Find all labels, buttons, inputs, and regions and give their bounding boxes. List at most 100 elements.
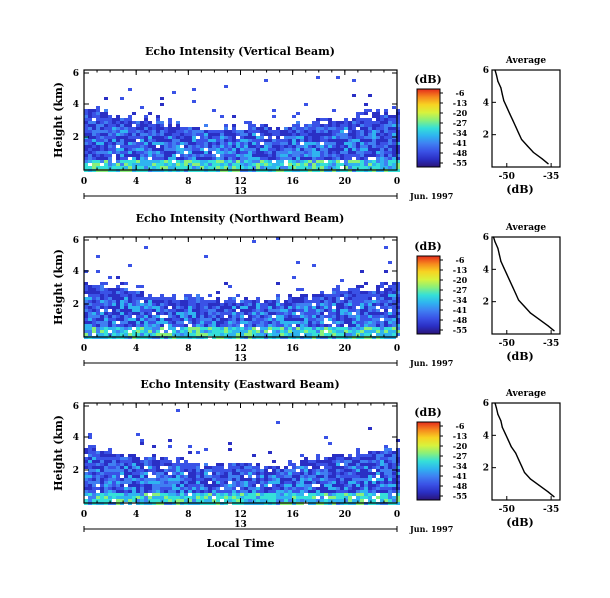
heatmap-cell [92,466,96,469]
profile-point [512,286,514,288]
heatmap-cell [320,481,324,484]
heatmap-cell [168,327,172,330]
heatmap-cell [88,294,92,297]
heatmap-cell [228,312,232,315]
heatmap-cell [180,312,184,315]
heatmap-cell [188,487,192,490]
heatmap-cell [88,291,92,294]
heatmap-cell [184,481,188,484]
heatmap-cell [244,466,248,469]
heatmap-cell [376,472,380,475]
heatmap-cell [304,136,308,139]
heatmap-cell [132,478,136,481]
profile-frame [491,69,561,168]
heatmap-cell [388,133,392,136]
heatmap-cell [356,490,360,493]
heatmap-cell [136,148,140,151]
heatmap-cell [388,448,392,451]
heatmap-cell [224,321,228,324]
heatmap-cell [220,478,224,481]
heatmap-cell [392,475,396,478]
heatmap-cell [212,490,216,493]
heatmap-cell [344,294,348,297]
heatmap-cell [312,309,316,312]
heatmap-cell [196,487,200,490]
heatmap-cell [240,478,244,481]
heatmap-cell [176,163,180,166]
heatmap-cell [352,118,356,121]
heatmap-cell [372,115,376,118]
heatmap-cell [108,115,112,118]
heatmap-cell [316,454,320,457]
heatmap-cell [332,463,336,466]
heatmap-cell [160,157,164,160]
heatmap-cell [320,166,324,169]
heatmap-cell [152,466,156,469]
heatmap-cell [256,297,260,300]
heatmap-cell [248,469,252,472]
heatmap-cell [184,157,188,160]
heatmap-cell [264,145,268,148]
heatmap-cell [200,142,204,145]
heatmap-cell [336,327,340,330]
heatmap-cell [332,315,336,318]
heatmap-cell [260,136,264,139]
heatmap-cell [280,148,284,151]
heatmap-cell [244,306,248,309]
heatmap-cell [304,163,308,166]
heatmap-cell [316,157,320,160]
heatmap-cell [368,118,372,121]
heatmap-cell [368,303,372,306]
heatmap-cell [232,466,236,469]
heatmap-cell [380,463,384,466]
heatmap-cell [112,478,116,481]
heatmap-cell [104,124,108,127]
heatmap-cell [184,463,188,466]
heatmap-cell [188,312,192,315]
heatmap-cell [388,303,392,306]
heatmap-cell [364,469,368,472]
heatmap-cell [312,475,316,478]
heatmap-cell [176,466,180,469]
heatmap-cell [256,466,260,469]
heatmap-cell [168,496,172,499]
heatmap-cell [248,315,252,318]
heatmap-cell [296,493,300,496]
heatmap-cell [192,151,196,154]
heatmap-cell [88,115,92,118]
heatmap-cell [144,166,148,169]
heatmap-cell [308,469,312,472]
heatmap-cell [264,478,268,481]
heatmap-cell [368,490,372,493]
heatmap-cell [264,321,268,324]
heatmap-cell [332,163,336,166]
heatmap-cell [348,288,352,291]
heatmap-cell [184,136,188,139]
heatmap-cell [124,478,128,481]
profile-point [498,254,500,256]
heatmap-cell [268,312,272,315]
heatmap-cell [216,327,220,330]
heatmap-cell [292,306,296,309]
heatmap-cell [288,160,292,163]
heatmap-cell [380,496,384,499]
heatmap-cell [192,484,196,487]
heatmap-cell [136,475,140,478]
heatmap-cell [260,333,264,336]
heatmap-cell [112,487,116,490]
heatmap-cell [84,145,88,148]
heatmap-cell [280,306,284,309]
heatmap-cell [296,145,300,148]
heatmap-cell [240,142,244,145]
heatmap-cell [200,130,204,133]
heatmap-cell [252,309,256,312]
heatmap-cell [116,288,120,291]
heatmap-cell [324,157,328,160]
heatmap-cell [360,127,364,130]
heatmap-cell [152,151,156,154]
heatmap-cell [228,469,232,472]
heatmap-cell [324,118,328,121]
profile-point [523,305,526,308]
heatmap-cell [328,121,332,124]
heatmap-cell [364,282,368,285]
